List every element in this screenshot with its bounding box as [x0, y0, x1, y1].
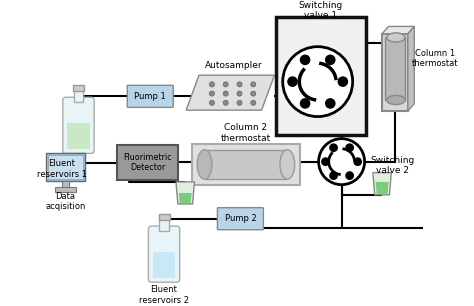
Bar [385, 37, 405, 100]
Text: Eluent
reservoirs 1: Eluent reservoirs 1 [37, 159, 87, 179]
Polygon shape [176, 182, 194, 204]
Bar [55, 187, 76, 192]
Circle shape [223, 100, 228, 105]
Bar [153, 252, 175, 278]
Circle shape [223, 82, 228, 87]
Text: Data
acqisition: Data acqisition [46, 192, 86, 211]
Circle shape [210, 91, 214, 96]
FancyBboxPatch shape [218, 208, 264, 230]
Bar [382, 34, 408, 111]
Circle shape [210, 82, 214, 87]
Bar [158, 214, 170, 220]
Polygon shape [408, 26, 414, 111]
Circle shape [237, 91, 242, 96]
Bar [48, 155, 83, 179]
Circle shape [288, 77, 297, 86]
Polygon shape [375, 182, 389, 194]
Circle shape [330, 172, 337, 179]
Circle shape [237, 100, 242, 105]
Circle shape [210, 100, 214, 105]
Bar [73, 85, 84, 91]
Circle shape [251, 91, 256, 96]
Ellipse shape [280, 150, 295, 179]
Text: Fluorimetric
Detector: Fluorimetric Detector [123, 153, 172, 172]
Circle shape [319, 139, 365, 185]
Circle shape [301, 55, 310, 65]
Ellipse shape [387, 33, 405, 42]
Circle shape [330, 144, 337, 151]
Text: Switching
valve 1: Switching valve 1 [298, 1, 343, 21]
Circle shape [326, 55, 335, 65]
Circle shape [251, 82, 256, 87]
Bar [159, 218, 169, 231]
Circle shape [237, 82, 242, 87]
Circle shape [346, 144, 353, 151]
FancyBboxPatch shape [63, 97, 94, 153]
Circle shape [354, 158, 361, 165]
Circle shape [251, 100, 256, 105]
Bar [204, 150, 287, 179]
FancyBboxPatch shape [127, 85, 173, 107]
Polygon shape [373, 173, 391, 195]
FancyBboxPatch shape [148, 226, 180, 282]
Circle shape [326, 99, 335, 108]
Circle shape [322, 158, 329, 165]
Bar [67, 123, 90, 149]
Circle shape [301, 99, 310, 108]
Ellipse shape [197, 150, 212, 179]
Ellipse shape [387, 95, 405, 105]
Bar [74, 89, 83, 102]
Polygon shape [186, 75, 274, 110]
Bar [191, 144, 300, 185]
Text: Column 1
thermostat: Column 1 thermostat [412, 49, 459, 68]
Bar [276, 17, 365, 135]
Text: Eluent
reservoirs 2: Eluent reservoirs 2 [139, 285, 189, 305]
Circle shape [338, 77, 347, 86]
Text: Pump 2: Pump 2 [225, 214, 256, 223]
Text: Autosampler: Autosampler [205, 62, 263, 70]
Bar [117, 145, 178, 180]
Circle shape [283, 47, 353, 117]
Bar [46, 153, 85, 181]
Circle shape [223, 91, 228, 96]
Polygon shape [179, 193, 191, 203]
Circle shape [346, 172, 353, 179]
Text: Column 2
thermostat: Column 2 thermostat [221, 123, 271, 143]
Text: Pump 1: Pump 1 [134, 92, 166, 101]
Polygon shape [382, 26, 414, 34]
Bar [62, 181, 69, 187]
Text: Switching
valve 2: Switching valve 2 [370, 156, 414, 175]
